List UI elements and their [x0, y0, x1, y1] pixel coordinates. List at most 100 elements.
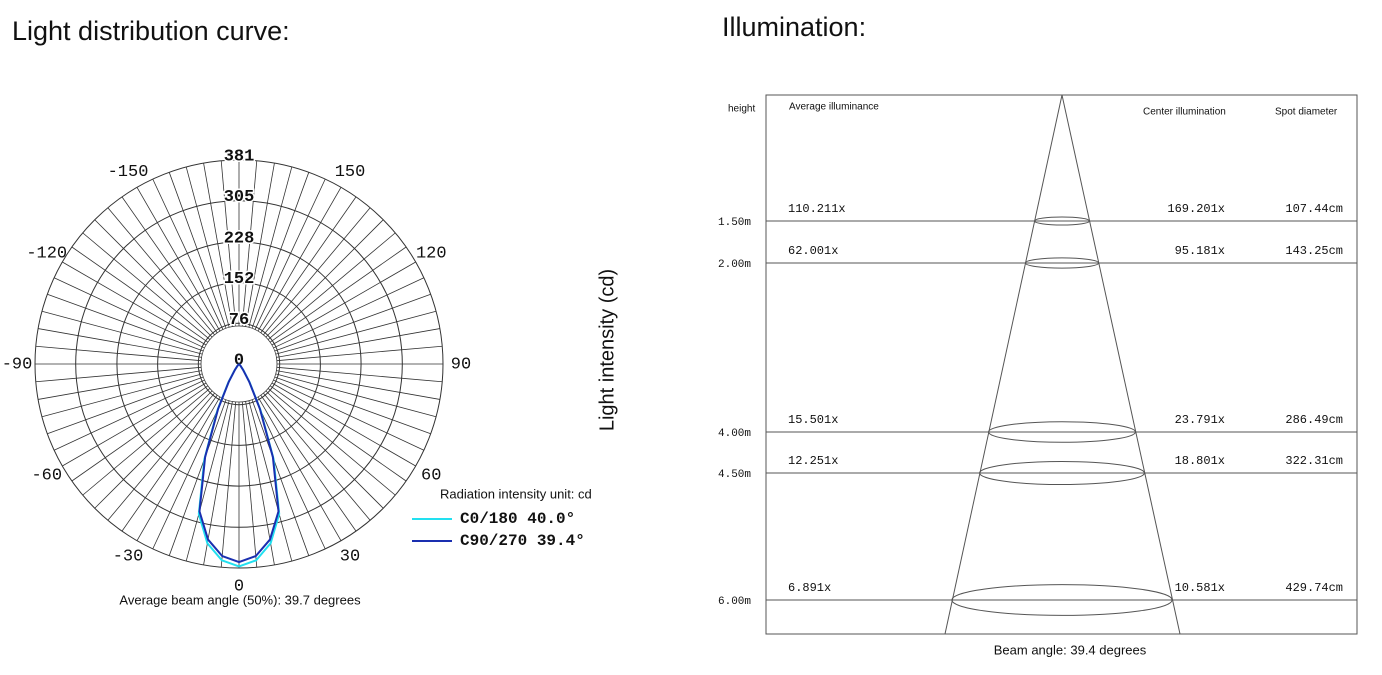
spoke	[185, 400, 230, 562]
spoke	[263, 392, 371, 521]
spoke	[273, 277, 425, 349]
spoke	[241, 160, 258, 327]
grid-ring	[116, 241, 362, 487]
spoke	[136, 396, 221, 541]
spoke	[82, 232, 211, 340]
curve	[198, 363, 280, 564]
spoke	[257, 187, 342, 332]
spoke	[47, 376, 204, 435]
spoke	[251, 399, 310, 556]
spoke	[271, 261, 416, 346]
spoke	[35, 345, 202, 362]
r-tick-label: 381	[224, 147, 255, 166]
header: Center illumination	[1143, 107, 1226, 118]
spoke	[245, 163, 275, 327]
r-tick-label: 152	[224, 270, 255, 289]
spoke	[254, 178, 326, 330]
spot-ellipse	[1034, 216, 1090, 226]
grid-ring	[197, 322, 281, 406]
spot-value: 429.74cm	[1285, 581, 1343, 595]
spoke	[168, 172, 227, 329]
grid-ring	[157, 282, 321, 446]
spoke	[71, 246, 209, 343]
r-tick-label: 305	[224, 188, 255, 207]
spoke	[185, 166, 230, 328]
center-value: 23.791x	[1175, 413, 1225, 427]
spoke	[82, 388, 211, 496]
caption: Beam angle: 39.4 degrees	[994, 642, 1147, 657]
angle-tick-label: 0	[234, 577, 244, 596]
r-tick-label: 0	[234, 351, 244, 370]
spoke	[203, 163, 233, 327]
center-value: 10.581x	[1175, 581, 1225, 595]
cone-edge	[944, 94, 1063, 635]
cone-edge	[1061, 94, 1181, 635]
r-tick-label: 228	[224, 229, 255, 248]
average-value: 12.251x	[788, 454, 838, 468]
spot-value: 107.44cm	[1285, 202, 1343, 216]
spot-ellipse	[1024, 257, 1100, 269]
spoke	[121, 394, 218, 532]
spoke	[267, 232, 396, 340]
average-value: 62.001x	[788, 244, 838, 258]
spoke	[265, 219, 384, 338]
heading: Light distribution curve:	[12, 16, 290, 46]
height-label: 4.00m	[718, 428, 751, 440]
spoke	[248, 166, 293, 328]
spoke	[269, 385, 407, 482]
spoke	[47, 293, 204, 352]
spoke	[62, 261, 207, 346]
angle-tick-label: -150	[108, 163, 149, 182]
spoke	[168, 399, 227, 556]
spoke	[274, 293, 431, 352]
spoke	[94, 390, 213, 509]
spoke	[276, 370, 440, 400]
spoke	[273, 379, 425, 451]
angle-tick-label: -60	[31, 466, 62, 485]
spoke	[107, 207, 215, 336]
spoke	[241, 401, 258, 568]
angle-tick-label: -120	[26, 244, 67, 263]
average-value: 6.891x	[788, 581, 831, 595]
height-label: 6.00m	[718, 596, 751, 608]
spoke	[136, 187, 221, 332]
spot-value: 143.25cm	[1285, 244, 1343, 258]
spoke	[260, 394, 357, 532]
axis-label: Light intensity (cd)	[596, 269, 618, 431]
spoke	[53, 277, 205, 349]
spoke	[269, 246, 407, 343]
angle-tick-label: 30	[340, 548, 360, 567]
grid-ring	[75, 200, 403, 528]
angle-tick-label: 90	[451, 355, 471, 374]
spoke	[38, 370, 202, 400]
spoke	[107, 392, 215, 521]
angle-tick-label: -30	[113, 548, 144, 567]
spoke	[35, 366, 202, 383]
spoke	[265, 390, 384, 509]
height-label: 2.00m	[718, 259, 751, 271]
spoke	[254, 398, 326, 550]
spoke	[152, 398, 224, 550]
spoke	[41, 310, 203, 355]
angle-tick-label: 60	[421, 466, 441, 485]
caption: Average beam angle (50%): 39.7 degrees	[119, 592, 361, 607]
angle-tick-label: 150	[335, 163, 366, 182]
spot-value: 286.49cm	[1285, 413, 1343, 427]
angle-tick-label: -90	[2, 355, 33, 374]
height-label: 4.50m	[718, 469, 751, 481]
center-value: 169.201x	[1167, 202, 1225, 216]
average-value: 110.211x	[788, 202, 846, 216]
spoke	[62, 382, 207, 467]
grid-ring	[34, 159, 444, 569]
spoke	[121, 196, 218, 334]
spoke	[274, 376, 431, 435]
spoke	[53, 379, 205, 451]
height-label: 1.50m	[718, 217, 751, 229]
spoke	[220, 401, 237, 568]
header: Average illuminance	[789, 102, 879, 113]
spoke	[267, 388, 396, 496]
spoke	[38, 328, 202, 358]
spoke	[275, 373, 437, 418]
center-value: 18.801x	[1175, 454, 1225, 468]
